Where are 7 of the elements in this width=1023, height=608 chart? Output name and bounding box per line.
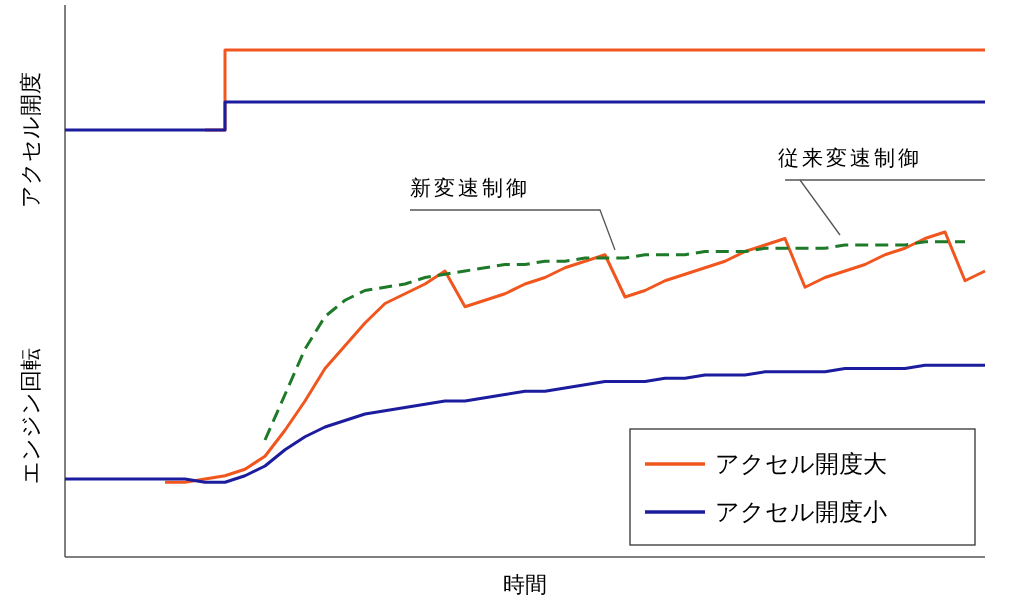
ylabel: エンジン回転 xyxy=(18,348,43,484)
annotation: 従来変速制御 xyxy=(778,146,922,169)
xlabel: 時間 xyxy=(503,572,547,597)
legend-label: アクセル開度大 xyxy=(715,450,887,477)
annotation: 新変速制御 xyxy=(410,176,530,199)
legend-label: アクセル開度小 xyxy=(715,498,887,525)
ylabel: アクセル開度 xyxy=(18,72,43,208)
